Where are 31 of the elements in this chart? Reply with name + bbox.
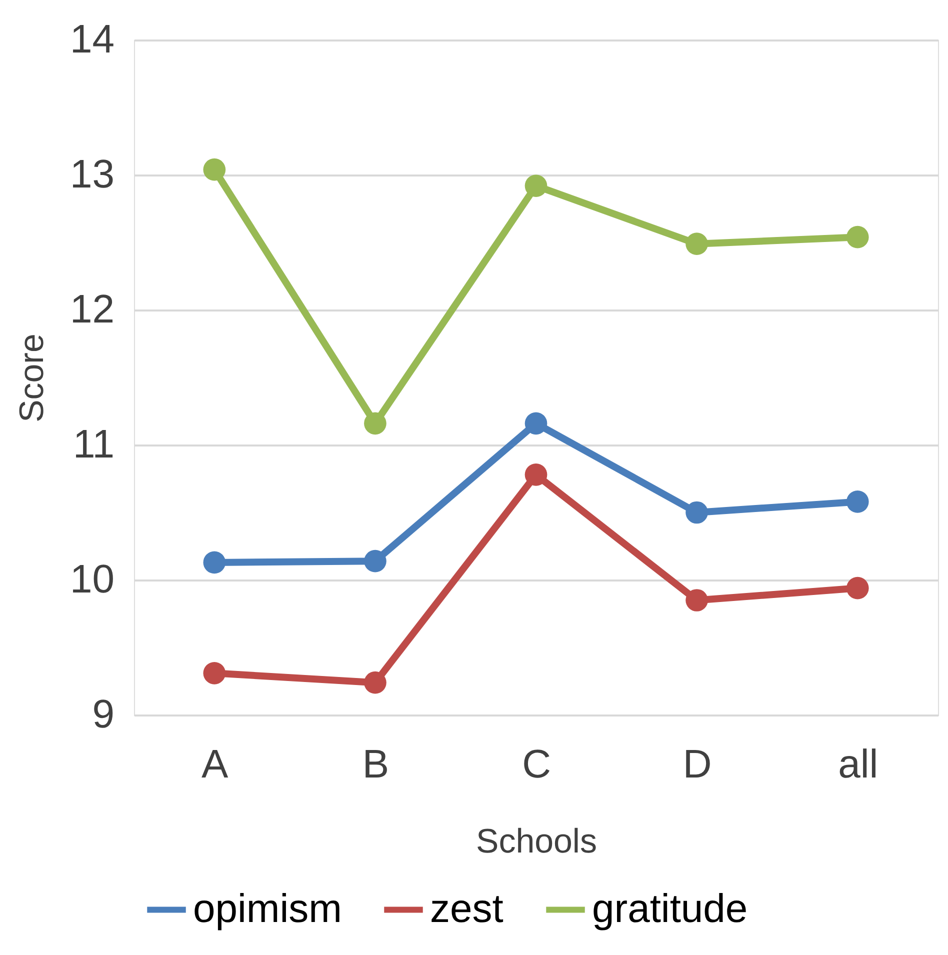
x-axis-title: Schools: [476, 822, 597, 860]
x-tick-label: A: [202, 742, 229, 786]
legend-label: opimism: [193, 886, 342, 931]
y-tick-label: 14: [70, 18, 114, 62]
point: [364, 550, 386, 572]
x-tick-label: all: [838, 742, 878, 786]
legend-label: zest: [430, 886, 504, 931]
point: [203, 662, 226, 684]
y-axis-title: Score: [13, 334, 52, 422]
point: [524, 412, 548, 435]
point: [524, 174, 548, 197]
point: [524, 464, 548, 486]
y-tick-label: 9: [92, 692, 114, 736]
point: [686, 589, 708, 612]
x-tick-label: B: [362, 742, 390, 786]
point: [686, 501, 708, 524]
y-tick-label: 11: [72, 422, 114, 466]
point: [364, 412, 386, 435]
y-tick-label: 13: [70, 152, 114, 196]
point: [846, 226, 869, 248]
point: [203, 158, 226, 181]
point: [203, 551, 226, 574]
legend-label: gratitude: [592, 886, 748, 931]
y-tick-label: 10: [70, 558, 114, 602]
point: [846, 490, 869, 513]
x-tick-label: C: [522, 742, 551, 786]
x-tick-label: D: [682, 742, 712, 786]
point: [686, 232, 708, 256]
point: [846, 576, 869, 600]
y-tick-label: 12: [70, 288, 114, 332]
point: [364, 671, 386, 694]
